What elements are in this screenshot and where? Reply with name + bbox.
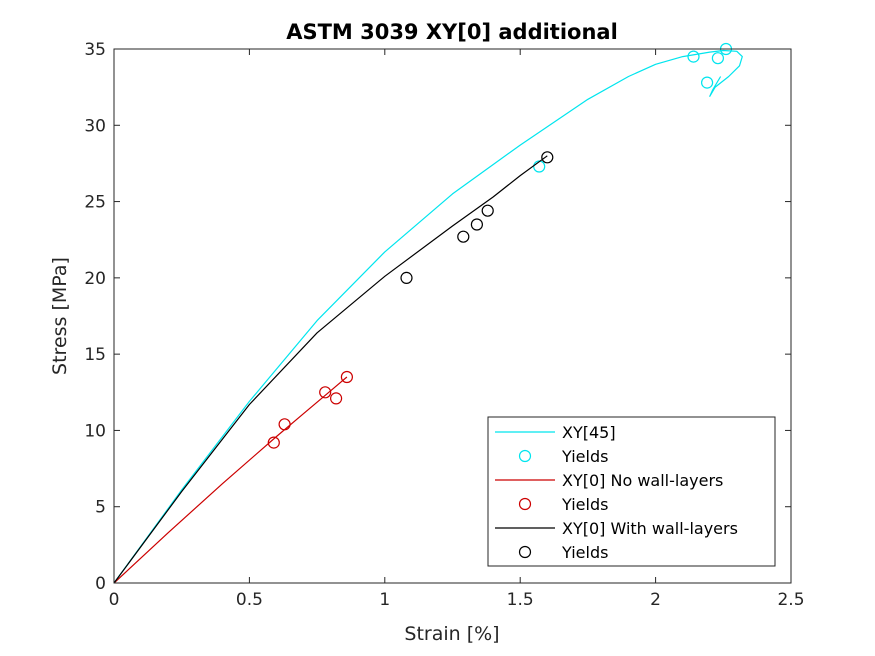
legend-label: Yields (561, 447, 608, 466)
y-tick-label: 25 (84, 193, 106, 213)
yield-point (340, 370, 353, 384)
legend-label: Yields (561, 495, 608, 514)
y-tick-label: 30 (84, 116, 106, 136)
x-tick-label: 0.5 (236, 590, 263, 610)
chart-title: ASTM 3039 XY[0] additional (286, 20, 618, 44)
yield-point (711, 52, 725, 65)
plot-frame (113, 48, 792, 584)
x-tick-label: 2 (650, 590, 661, 610)
x-tick-label: 0 (109, 590, 120, 610)
yield-point (278, 418, 291, 431)
yield-point (457, 230, 470, 243)
series-line-4 (113, 155, 548, 584)
x-tick-label: 2.5 (777, 590, 804, 610)
series-line-0 (113, 49, 743, 584)
legend-box (487, 416, 776, 567)
legend-marker-swatch (518, 497, 532, 511)
y-axis-label: Stress [MPa] (49, 257, 71, 375)
legend-marker-swatch (518, 545, 532, 559)
yield-point (400, 271, 413, 284)
yield-point (267, 436, 280, 449)
legend-label: XY[45] (562, 423, 616, 442)
y-tick-label: 35 (84, 40, 106, 60)
legend-marker-swatch (518, 449, 532, 463)
yield-point (541, 151, 554, 164)
legend-label: XY[0] With wall-layers (562, 519, 738, 538)
y-axis-ticks: 0 5 10 15 20 25 30 35 (84, 40, 791, 594)
legend: XY[45] Yields XY[0] No wall-layers Yields XY… (487, 416, 776, 567)
yield-point (481, 204, 494, 217)
x-tick-label: 1 (379, 590, 390, 610)
x-axis-label: Strain [%] (404, 623, 499, 645)
y-tick-label: 5 (95, 498, 106, 518)
legend-label: Yields (561, 543, 608, 562)
yield-point (470, 218, 483, 231)
yield-point (687, 50, 700, 63)
y-tick-label: 10 (84, 421, 106, 441)
series-layer (113, 42, 743, 584)
yield-point (330, 392, 343, 405)
yield-point (319, 386, 332, 399)
x-tick-label: 1.5 (507, 590, 534, 610)
legend-label: XY[0] No wall-layers (562, 471, 723, 490)
y-tick-label: 15 (84, 345, 106, 365)
y-tick-label: 20 (84, 269, 106, 289)
y-tick-label: 0 (95, 574, 106, 594)
x-axis-ticks: 0 0.5 1 1.5 2 2.5 (109, 49, 805, 610)
yield-point (700, 76, 714, 89)
